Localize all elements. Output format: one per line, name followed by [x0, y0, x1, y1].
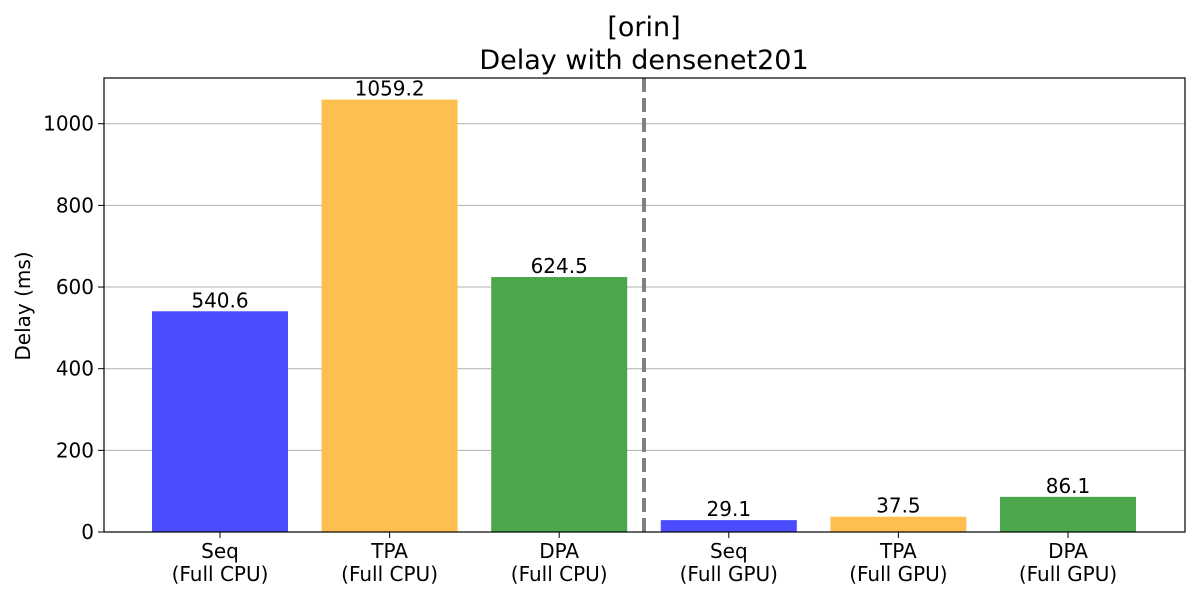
plot-frame	[103, 77, 1186, 533]
x-tick-label: DPA	[1048, 539, 1088, 563]
x-tick-sublabel: (Full GPU)	[849, 562, 947, 586]
y-tick-label: 600	[56, 275, 94, 299]
x-tick-sublabel: (Full GPU)	[680, 562, 778, 586]
x-tick-label: Seq	[710, 539, 748, 563]
bar	[830, 516, 967, 532]
data-label: 540.6	[191, 288, 248, 312]
data-labels: 540.6 1059.2 624.5 29.1 37.5 86.1	[191, 77, 1090, 522]
x-tick-label: TPA	[879, 539, 917, 563]
bar	[321, 99, 458, 533]
x-tick-sublabel: (Full CPU)	[341, 562, 438, 586]
bars	[152, 99, 1136, 533]
data-label: 37.5	[876, 494, 921, 518]
data-label: 29.1	[707, 497, 752, 521]
data-label: 1059.2	[355, 77, 425, 101]
y-tick-label: 400	[56, 357, 94, 381]
y-tick-label: 1000	[43, 112, 94, 136]
bar	[152, 311, 288, 532]
chart-title-line2: Delay with densenet201	[479, 45, 808, 76]
y-ticks: 0 200 400 600 800 1000	[43, 112, 104, 544]
x-tick-label: DPA	[539, 539, 579, 563]
bar	[491, 277, 628, 532]
y-tick-label: 200	[56, 438, 94, 462]
data-label: 624.5	[531, 254, 588, 278]
chart-title-line1: [orin]	[607, 12, 680, 43]
data-label: 86.1	[1046, 474, 1091, 498]
x-tick-sublabel: (Full CPU)	[172, 562, 269, 586]
x-tick-sublabel: (Full CPU)	[511, 562, 608, 586]
y-tick-label: 800	[56, 193, 94, 217]
chart-title: [orin] Delay with densenet201	[479, 12, 808, 76]
x-tick-sublabel: (Full GPU)	[1019, 562, 1117, 586]
bar	[1000, 496, 1136, 532]
x-ticks: Seq(Full CPU)TPA(Full CPU)DPA(Full CPU)S…	[172, 532, 1117, 586]
x-tick-label: Seq	[201, 539, 239, 563]
x-tick-label: TPA	[370, 539, 408, 563]
y-axis-label: Delay (ms)	[11, 251, 35, 360]
bar	[660, 520, 797, 532]
y-tick-label: 0	[81, 520, 94, 544]
